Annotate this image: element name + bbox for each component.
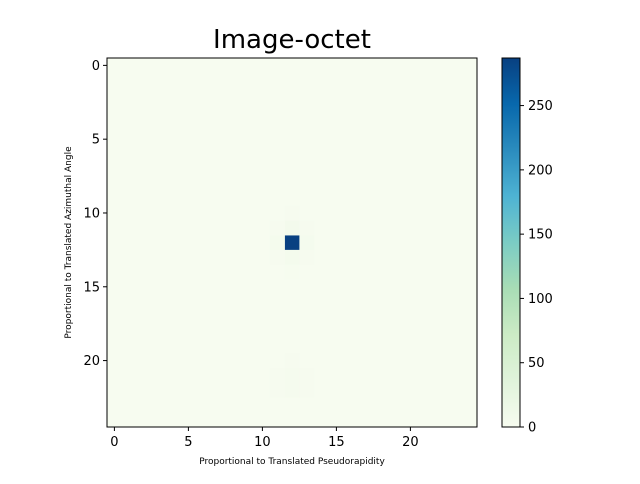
heatmap-cell [269,382,285,398]
y-axis-label: Proportional to Translated Azimuthal Ang… [64,146,74,339]
x-tick-label: 10 [254,435,271,450]
heatmap-cell [269,249,285,265]
y-tick-label: 10 [83,206,100,221]
heatmap-cell [299,249,315,265]
heatmap-cell [299,235,315,251]
y-tick-label: 5 [92,133,100,148]
heatmap-cell [284,367,300,384]
colorbar-tick-label: 200 [528,163,553,178]
colorbar-tick-label: 100 [528,292,553,307]
heatmap-cell [299,382,315,398]
y-tick-label: 15 [83,280,100,295]
heatmap-cell [284,249,300,265]
colorbar-tick-label: 50 [528,356,545,371]
chart-title: Image-octet [213,25,371,55]
heatmap-cell [299,367,315,384]
heatmap-cell [284,353,300,369]
heatmap-cell [284,220,300,236]
heatmap-cell [284,205,300,221]
x-axis-label: Proportional to Translated Pseudorapidit… [199,457,385,467]
heatmap-cell [299,220,315,236]
heatmap-cell [284,382,300,398]
colorbar [501,57,521,428]
heatmap-cell [284,264,300,280]
colorbar-tick-label: 250 [528,99,553,114]
heatmap-cells [107,58,477,427]
y-tick-label: 0 [92,59,100,74]
colorbar-tick-label: 0 [528,421,536,436]
x-tick-label: 0 [110,435,118,450]
x-axis-ticks: 0 5 10 15 20 [110,427,419,450]
colorbar-tick-label: 150 [528,228,553,243]
y-tick-label: 20 [83,354,100,369]
plot-frame [106,57,478,428]
heatmap-cell [269,367,285,384]
x-tick-label: 20 [402,435,419,450]
y-axis-ticks: 0 5 10 15 20 [83,59,107,369]
x-tick-label: 15 [328,435,345,450]
colorbar-ticks: 0 50 100 150 200 250 [520,99,553,436]
heatmap-cell [269,220,285,236]
heatmap-cell [269,235,285,251]
heatmap-cell [284,235,300,251]
x-tick-label: 5 [184,435,192,450]
